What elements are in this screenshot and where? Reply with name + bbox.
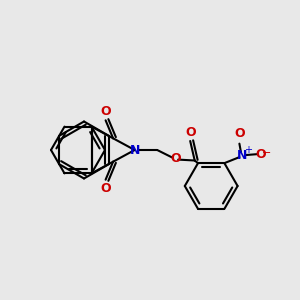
Text: O: O [255,148,266,160]
Text: −: − [262,148,271,158]
Text: O: O [185,126,196,139]
Text: N: N [130,143,140,157]
Text: +: + [244,145,252,155]
Text: O: O [100,105,111,118]
Text: O: O [170,152,181,166]
Text: N: N [237,149,248,162]
Text: O: O [234,127,245,140]
Text: O: O [100,182,111,195]
